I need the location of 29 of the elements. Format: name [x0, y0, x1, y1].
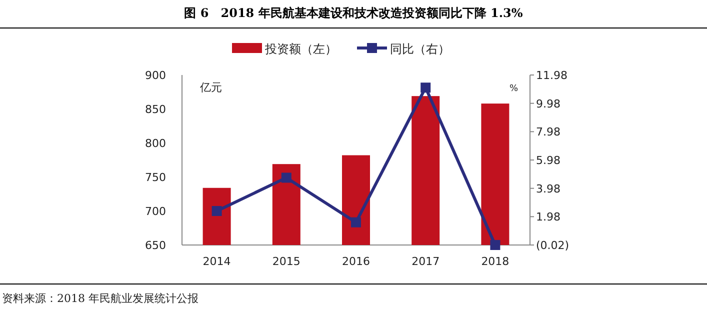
y2-tick-label: 5.98 — [536, 154, 560, 167]
legend-label: 投资额（左） — [264, 42, 337, 56]
y-tick-label: 800 — [145, 137, 166, 150]
point — [351, 217, 361, 228]
y2-tick-label: 11.98 — [536, 69, 568, 82]
y2-tick-label: (0.02) — [536, 239, 570, 252]
legend-label: 同比（右） — [390, 42, 450, 56]
y-tick-label: 750 — [145, 171, 166, 184]
x-tick-label: 2015 — [272, 255, 300, 268]
x-tick-label: 2018 — [481, 255, 510, 268]
y-tick-label: 850 — [145, 103, 166, 116]
point — [490, 240, 500, 250]
x-tick-label: 2017 — [412, 255, 440, 268]
y2-tick-label: 1.98 — [536, 210, 560, 224]
x-tick-label: 2014 — [202, 255, 231, 268]
y-tick-label: 900 — [145, 69, 166, 82]
chart-title: 图 6 2018 年民航基本建设和技术改造投资额同比下降 1.3% — [184, 6, 524, 20]
y2-tick-label: 7.98 — [536, 126, 560, 139]
point — [212, 206, 222, 216]
y2-tick-label: 9.98 — [536, 97, 560, 110]
y-tick-label: 700 — [145, 205, 166, 218]
y-axis-title: 亿元 — [199, 81, 222, 94]
y2-axis-title: % — [509, 84, 518, 94]
text: 资料来源：2018 年民航业发展统计公报 — [2, 292, 198, 305]
point — [420, 82, 431, 93]
x-tick-label: 2016 — [342, 255, 370, 268]
y-tick-label: 650 — [145, 239, 166, 252]
point — [281, 172, 292, 183]
y2-tick-label: 3.98 — [536, 182, 560, 196]
